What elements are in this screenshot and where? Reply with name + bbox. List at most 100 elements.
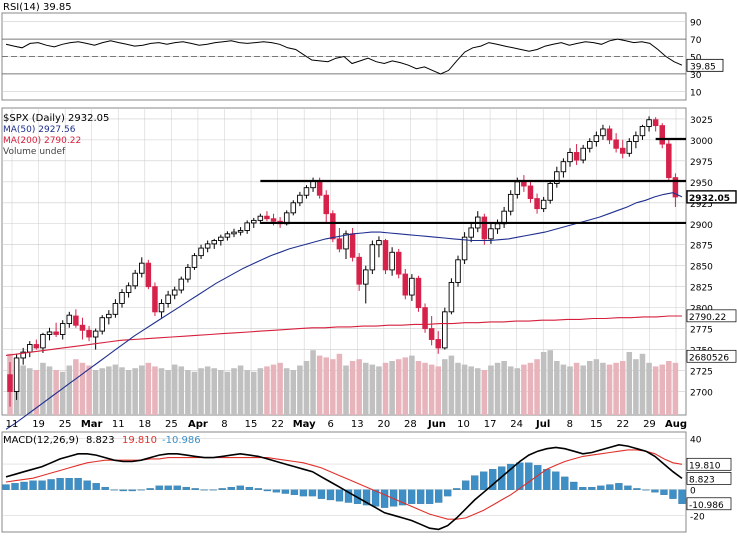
macd-histogram-bar	[525, 462, 533, 490]
candle-body	[303, 187, 310, 196]
candle-body	[600, 128, 606, 137]
volume-bar	[389, 361, 395, 415]
macd-histogram-bar	[245, 486, 254, 490]
macd-histogram-bar	[507, 463, 515, 490]
macd-histogram-bar	[498, 466, 506, 490]
macd-histogram-bar	[164, 485, 172, 490]
macd-histogram-bar	[38, 480, 46, 490]
x-tick-label: 22	[271, 419, 284, 430]
candle-body	[494, 223, 501, 230]
price-legend-symbol: $SPX (Daily) 2932.05	[3, 113, 109, 124]
candle-body	[204, 243, 211, 249]
price-tick-label: 2925	[690, 200, 713, 210]
macd-histogram-bar	[254, 488, 263, 490]
candle-body	[369, 244, 376, 271]
volume-bar	[244, 370, 250, 415]
candle-body	[316, 180, 323, 196]
volume-bar	[514, 368, 521, 415]
volume-bar	[40, 362, 46, 415]
volume-bar	[297, 365, 303, 415]
volume-bar	[310, 350, 316, 415]
volume-bar	[468, 366, 474, 415]
macd-histogram-bar	[173, 485, 181, 490]
macd-histogram-bar	[606, 484, 614, 490]
macd-legend-signal: 19.810	[122, 435, 157, 446]
volume-bar	[336, 353, 343, 415]
candle-body	[145, 262, 152, 288]
macd-histogram-bar	[362, 489, 371, 506]
x-tick-label: Aug	[665, 419, 687, 430]
price-tick-label: 2825	[690, 284, 713, 294]
macd-histogram-bar	[74, 478, 82, 490]
price-tick-label: 2775	[690, 326, 713, 336]
volume-bar	[573, 362, 580, 415]
volume-bar	[303, 361, 310, 415]
rsi-tick-label: 10	[690, 88, 702, 98]
volume-bar	[33, 370, 40, 415]
price-tick-label: 3000	[690, 137, 713, 147]
volume-bar	[534, 359, 540, 415]
candle-body	[613, 139, 619, 149]
x-tick-label: 28	[404, 419, 417, 430]
macd-line	[5, 443, 683, 531]
candle-body	[514, 181, 521, 195]
macd-histogram-bar	[29, 480, 37, 490]
candle-body	[619, 147, 626, 154]
volume-bar	[633, 359, 639, 415]
candle-body	[395, 251, 402, 275]
x-tick-label: Mar	[81, 419, 103, 430]
volume-bar	[86, 365, 92, 415]
volume-bar	[646, 362, 652, 415]
candle-body	[270, 218, 277, 222]
candle-body	[119, 292, 125, 304]
candle-body	[639, 126, 646, 137]
price-value-label: 2680526	[689, 353, 729, 363]
candle-body	[455, 259, 461, 283]
macd-value-label: 8.823	[689, 475, 715, 485]
volume-bar	[132, 368, 138, 415]
volume-bar	[198, 368, 204, 415]
x-tick-label: 25	[59, 419, 72, 430]
price-tick-label: 2975	[690, 158, 713, 168]
candle-body	[297, 194, 303, 204]
macd-histogram-bar	[669, 489, 677, 499]
candle-body	[330, 213, 336, 240]
price-tick-label: 2725	[690, 368, 713, 378]
candle-body	[349, 233, 356, 258]
candle-body	[507, 193, 514, 212]
candle-body	[442, 311, 448, 349]
price-value-box	[686, 349, 737, 363]
macd-histogram-bar	[543, 469, 551, 490]
candle-body	[46, 331, 53, 335]
volume-bar	[639, 353, 646, 415]
candle-body	[198, 247, 204, 257]
volume-bar	[349, 361, 356, 415]
candle-body	[343, 233, 349, 250]
volume-bar	[316, 355, 323, 415]
volume-bar	[540, 352, 547, 415]
volume-bar	[435, 366, 442, 415]
rsi-tick-label: 50	[690, 54, 702, 64]
macd-histogram-bar	[416, 489, 425, 504]
volume-legend: Volume undef	[3, 147, 66, 157]
macd-histogram-bar	[83, 480, 91, 490]
macd-histogram-bar	[218, 488, 226, 490]
candle-body	[53, 331, 59, 335]
candle-body	[224, 233, 231, 238]
candle-body	[323, 194, 329, 215]
price-tick-label: 3025	[690, 116, 713, 126]
volume-bar	[73, 359, 79, 415]
candle-body	[152, 286, 158, 313]
price-value-label: 2932.05	[689, 194, 730, 204]
candle-body	[402, 273, 409, 296]
candle-body	[125, 285, 132, 293]
volume-bar	[527, 362, 534, 415]
volume-bar	[152, 366, 158, 415]
candle-body	[158, 302, 165, 313]
x-tick-label: 6	[328, 419, 334, 430]
macd-value-box	[686, 497, 732, 511]
candle-body	[363, 269, 369, 285]
macd-histogram-bar	[191, 488, 199, 490]
macd-legend-histogram: -10.986	[162, 435, 201, 446]
